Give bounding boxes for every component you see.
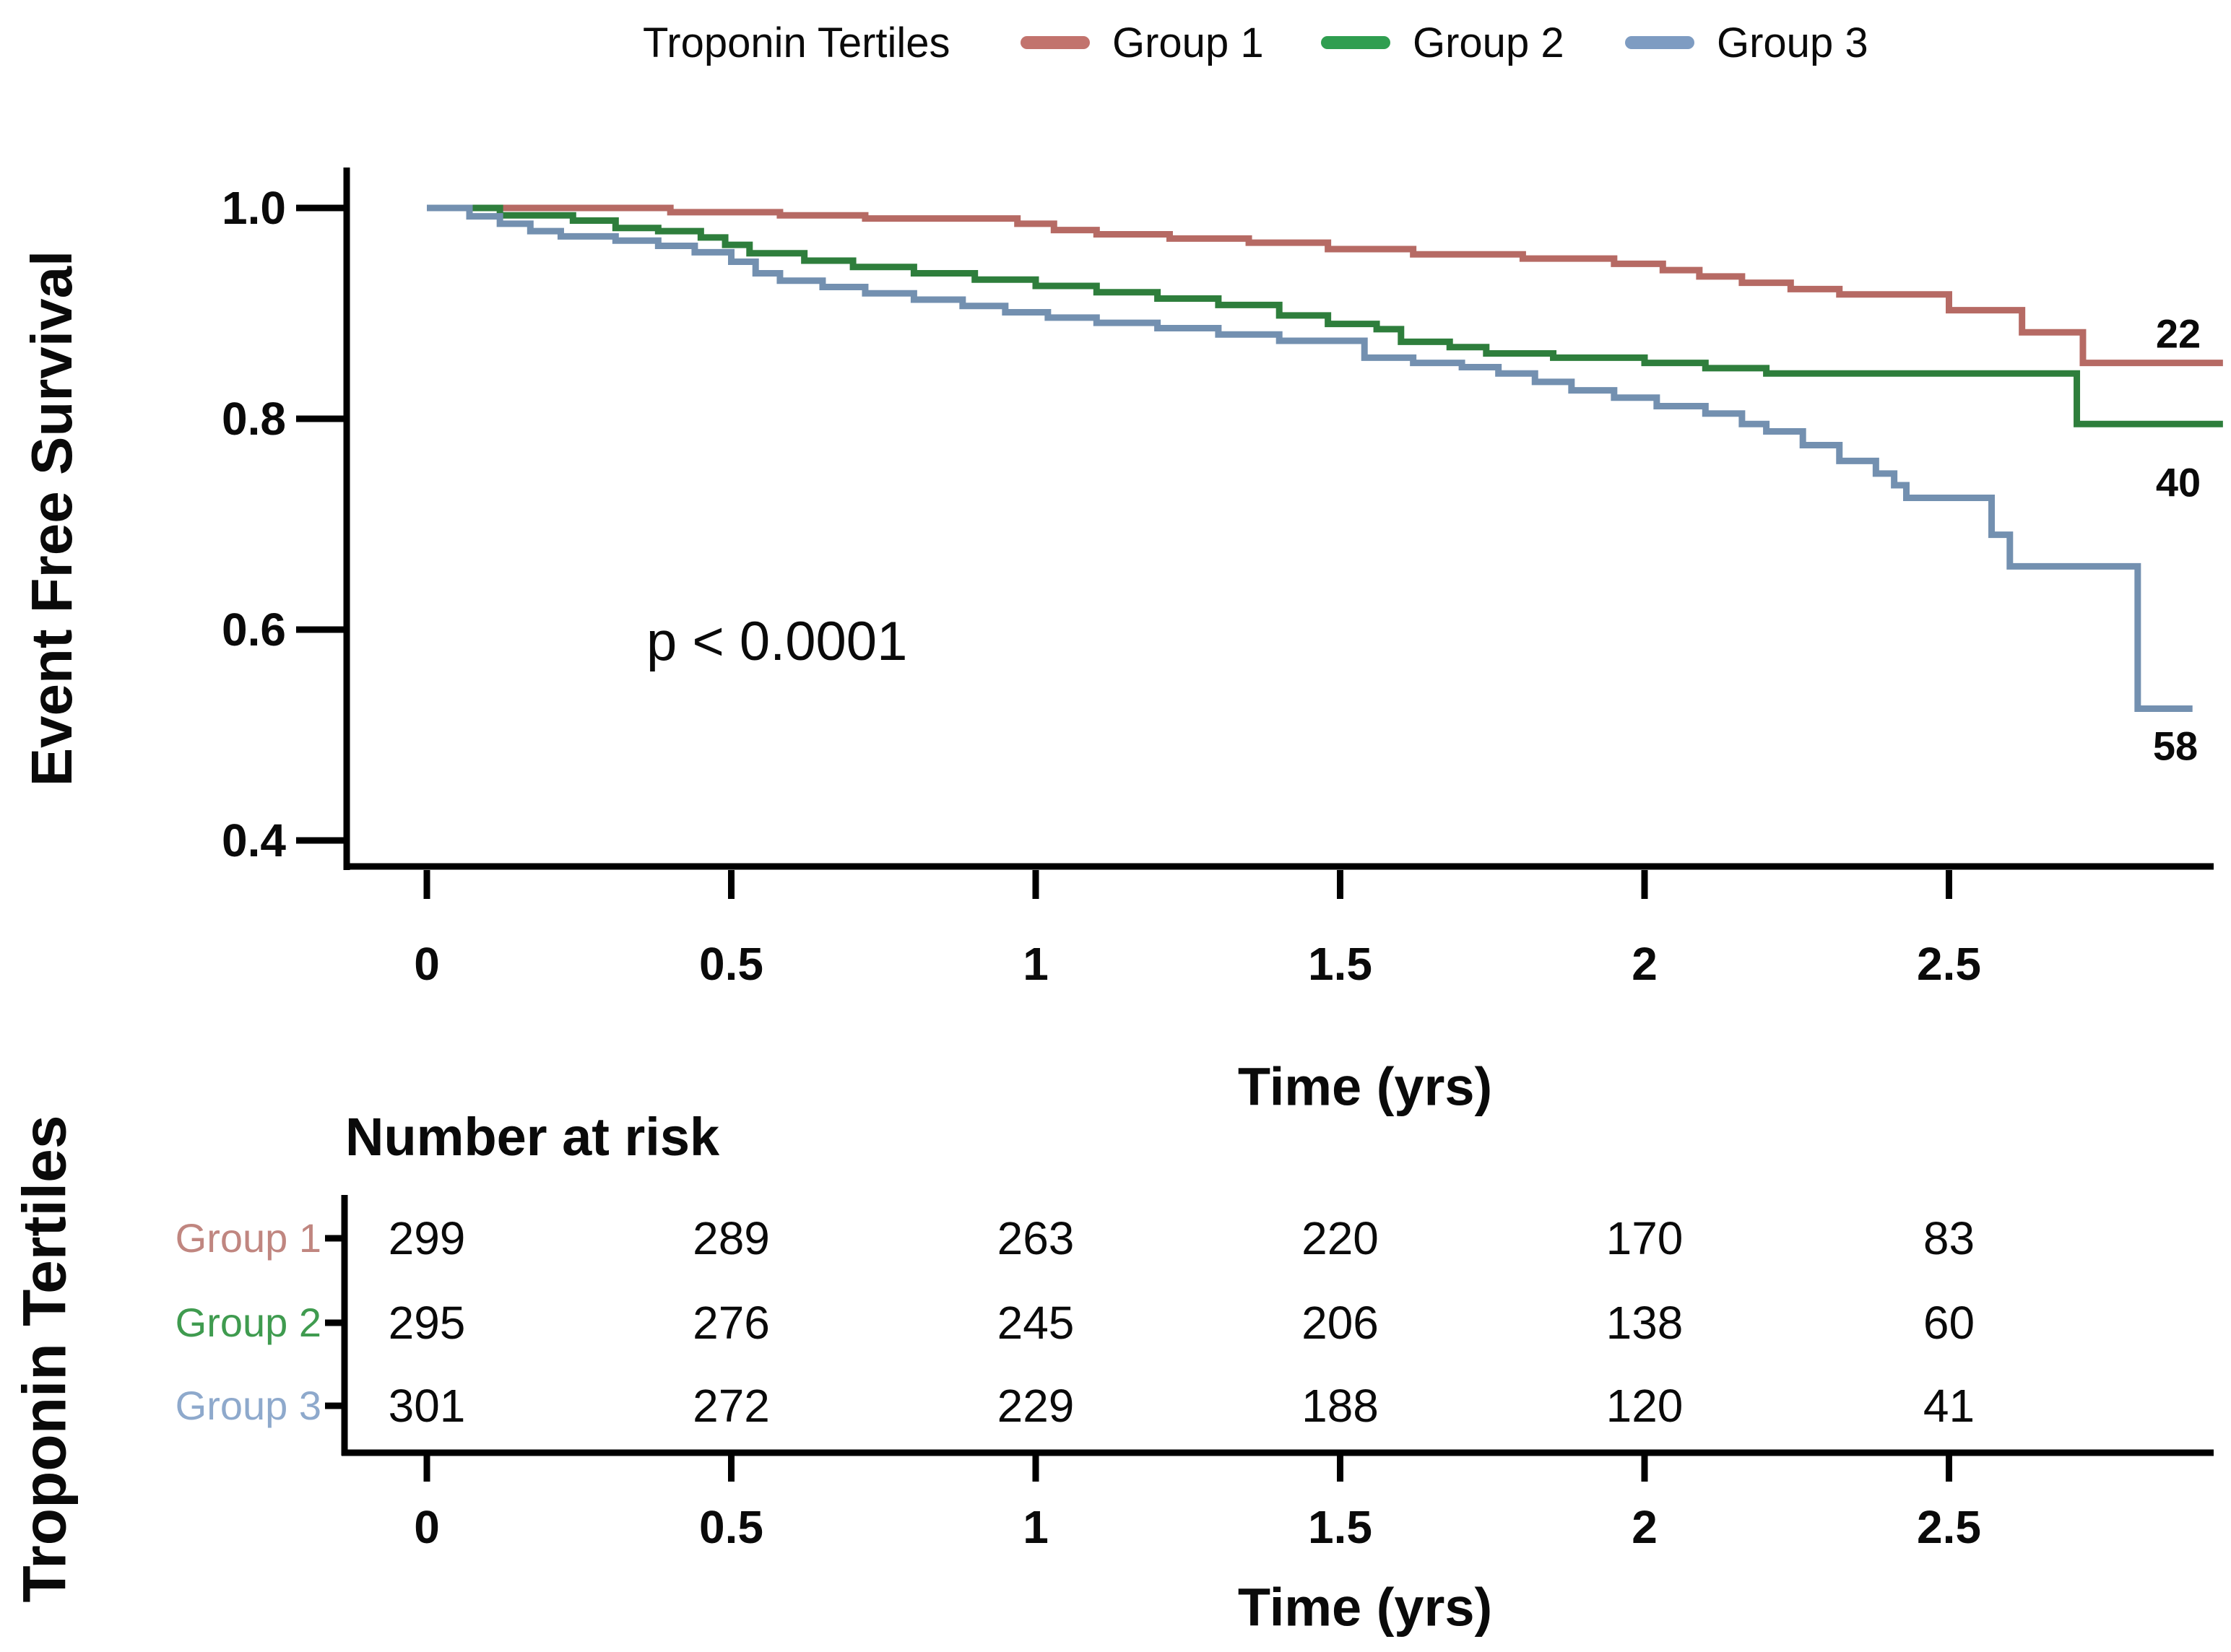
km-curve-group1 <box>427 204 2223 367</box>
risk-cell-r2-c3: 188 <box>1301 1380 1379 1432</box>
main-x-tick-label-3: 1.5 <box>1308 938 1372 990</box>
km-curve-group3 <box>427 204 2193 712</box>
legend-swatch-group1-icon <box>1021 36 1090 49</box>
table-x-tick-label-4: 2 <box>1632 1501 1658 1553</box>
risk-table-title: Number at risk <box>345 1107 720 1167</box>
curve-end-label-group2: 40 <box>2155 459 2201 505</box>
curve-end-label-group3: 58 <box>2152 723 2198 769</box>
curve-end-label-group1: 22 <box>2155 310 2201 357</box>
main-y-tick-label-2: 0.6 <box>222 604 286 656</box>
risk-cell-r1-c3: 206 <box>1301 1297 1379 1349</box>
main-y-tick-label-1: 0.8 <box>222 393 286 445</box>
risk-cell-r1-c2: 245 <box>997 1297 1075 1349</box>
legend-item-group2: Group 2 <box>1413 19 1564 66</box>
risk-cell-r2-c5: 41 <box>1923 1380 1975 1432</box>
table-x-tick-label-5: 2.5 <box>1917 1501 1981 1553</box>
risk-cell-r0-c3: 220 <box>1301 1212 1379 1264</box>
risk-cell-r0-c2: 263 <box>997 1212 1075 1264</box>
km-curve-group2 <box>427 204 2223 427</box>
main-y-tick-label-3: 0.4 <box>222 814 286 866</box>
risk-cell-r2-c1: 272 <box>693 1380 770 1432</box>
risk-cell-r2-c0: 301 <box>388 1380 466 1432</box>
legend-item-group3: Group 3 <box>1717 19 1868 66</box>
table-x-tick-label-2: 1 <box>1023 1501 1049 1553</box>
risk-cell-r0-c4: 170 <box>1606 1212 1684 1264</box>
risk-row-label-group3: Group 3 <box>175 1383 321 1428</box>
risk-cell-r0-c1: 289 <box>693 1212 770 1264</box>
x-axis-title-main: Time (yrs) <box>1237 1056 1493 1117</box>
main-x-tick-label-1: 0.5 <box>699 938 763 990</box>
main-x-tick-label-5: 2.5 <box>1917 938 1981 990</box>
main-y-tick-label-0: 1.0 <box>222 182 286 234</box>
risk-row-label-group2: Group 2 <box>175 1300 321 1345</box>
y-axis-title: Event Free Survival <box>20 250 84 787</box>
risk-row-label-group1: Group 1 <box>175 1215 321 1261</box>
risk-cell-r1-c1: 276 <box>693 1297 770 1349</box>
risk-cell-r0-c5: 83 <box>1923 1212 1975 1264</box>
main-x-tick-label-2: 1 <box>1023 938 1049 990</box>
table-x-tick-label-3: 1.5 <box>1308 1501 1372 1553</box>
risk-cell-r1-c4: 138 <box>1606 1297 1684 1349</box>
table-x-tick-label-1: 0.5 <box>699 1501 763 1553</box>
table-x-tick-label-0: 0 <box>414 1501 440 1553</box>
legend-swatch-group2-icon <box>1321 36 1390 49</box>
legend-item-group1: Group 1 <box>1112 19 1264 66</box>
risk-cell-r0-c0: 299 <box>388 1212 466 1264</box>
legend-swatch-group3-icon <box>1625 36 1694 49</box>
risk-cell-r2-c4: 120 <box>1606 1380 1684 1432</box>
main-x-tick-label-0: 0 <box>414 938 440 990</box>
p-value-annotation: p < 0.0001 <box>646 611 908 672</box>
risk-cell-r1-c0: 295 <box>388 1297 466 1349</box>
risk-cell-r2-c2: 229 <box>997 1380 1075 1432</box>
x-axis-title-table: Time (yrs) <box>1237 1577 1493 1638</box>
main-x-tick-label-4: 2 <box>1632 938 1658 990</box>
legend-title: Troponin Tertiles <box>643 19 950 66</box>
risk-table-axis-title: Troponin Tertiles <box>10 1115 79 1603</box>
risk-cell-r1-c5: 60 <box>1923 1297 1975 1349</box>
